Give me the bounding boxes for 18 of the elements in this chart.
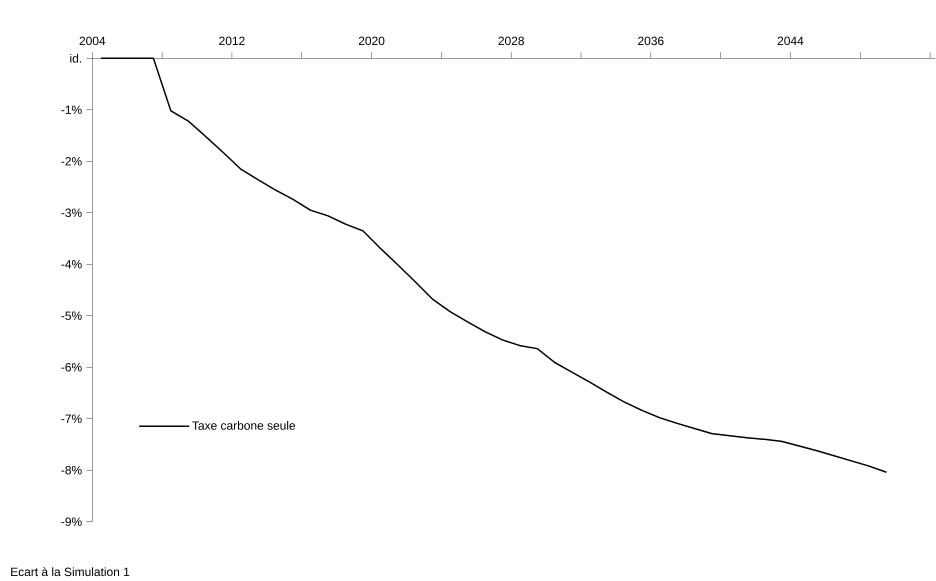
y-tick-label: -9% xyxy=(61,517,82,526)
x-tick-label: 2028 xyxy=(498,36,524,46)
x-tick-label: 2020 xyxy=(358,36,384,46)
y-tick-label: -5% xyxy=(61,312,82,320)
x-tick-label: 2036 xyxy=(638,36,664,46)
x-tick-label: 2044 xyxy=(778,36,804,46)
text: Ecart à la Simulation 1 xyxy=(11,567,130,576)
y-tick-label: -6% xyxy=(61,362,82,372)
y-tick-label: -8% xyxy=(61,466,82,474)
y-tick-label: -3% xyxy=(61,208,82,217)
y-tick-label: id. xyxy=(70,54,82,63)
x-tick-label: 2004 xyxy=(80,36,106,46)
y-tick-label: -2% xyxy=(61,157,82,166)
x-tick-label: 2012 xyxy=(219,36,245,46)
y-tick-label: -7% xyxy=(61,414,82,423)
y-tick-label: -1% xyxy=(61,106,82,114)
legend-label: Taxe carbone seule xyxy=(192,421,296,430)
y-tick-label: -4% xyxy=(61,260,82,268)
